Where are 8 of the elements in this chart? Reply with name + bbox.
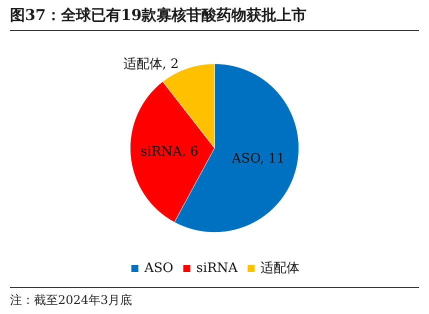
legend-label: 适配体 [260,261,300,276]
data-label: ASO, 11 [230,152,285,167]
data-label: 适配体, 2 [123,57,179,72]
text: 注：截至2024年3月底 [10,287,419,309]
legend-label: siRNA [196,261,238,276]
data-label: siRNA, 6 [140,144,198,160]
legend-label: ASO [143,261,174,276]
chart-title: 图37：全球已有19款寡核苷酸药物获批上市 [10,6,419,31]
